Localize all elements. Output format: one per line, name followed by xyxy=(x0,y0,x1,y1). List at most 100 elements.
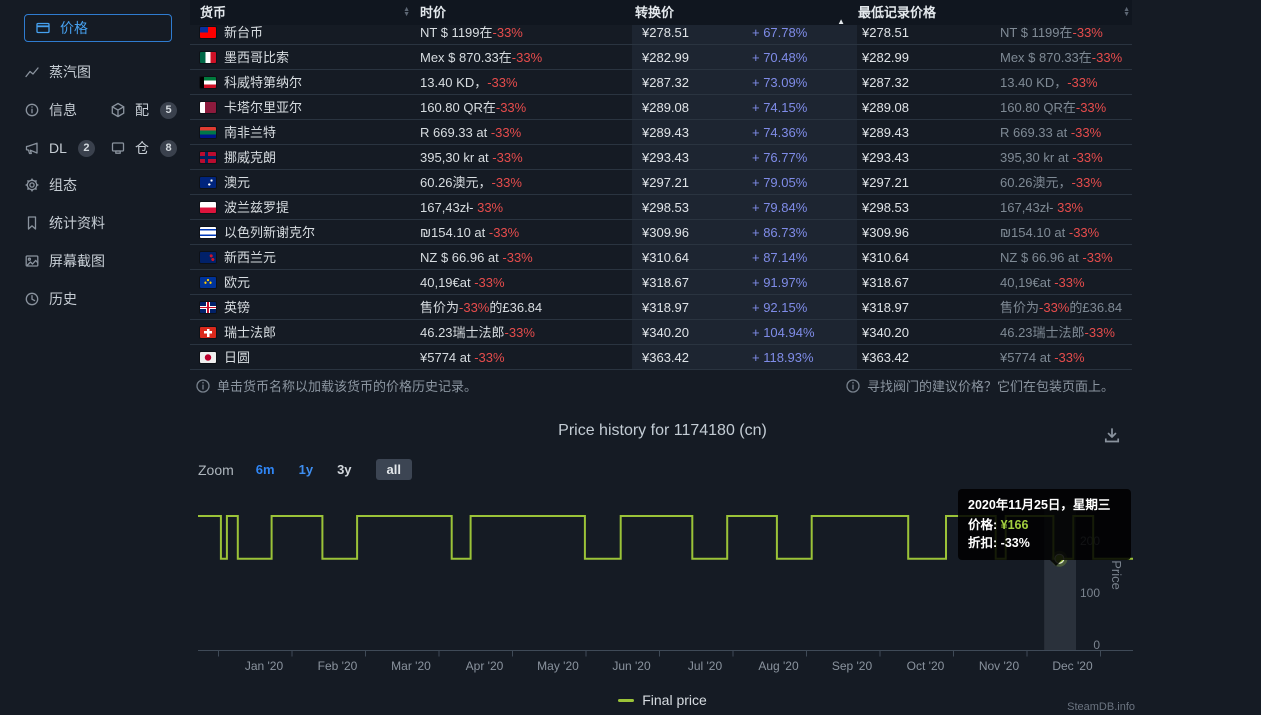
chart-legend[interactable]: Final price xyxy=(190,692,1135,708)
y-axis-title: Price xyxy=(1109,560,1124,590)
price-difference-pct: + 87.14% xyxy=(752,250,808,265)
flag-icon-israel xyxy=(200,227,216,238)
column-header[interactable]: 时价 xyxy=(420,0,620,25)
note-left-text: 单击货币名称以加载该货币的价格历史记录。 xyxy=(217,379,478,394)
count-badge: 8 xyxy=(160,139,177,157)
price-difference-pct: + 92.15% xyxy=(752,300,808,315)
chart-title: Price history for 1174180 (cn) xyxy=(558,422,767,439)
table-row: 欧元 40,19€at -33% ¥318.67 + 91.97% ¥318.6… xyxy=(190,270,1132,295)
sidebar-row: 价格 xyxy=(0,14,190,42)
sidebar-row: 组态 xyxy=(0,171,190,199)
zoom-option-6m[interactable]: 6m xyxy=(255,462,275,477)
y-axis-label: 100 xyxy=(1080,586,1100,600)
lowest-recorded-original: 395,30 kr at -33% xyxy=(1000,150,1103,165)
zoom-option-all[interactable]: all xyxy=(375,459,412,480)
x-axis-label: Aug '20 xyxy=(758,659,799,673)
image-icon xyxy=(25,255,39,267)
table-row: 以色列新谢克尔 ₪154.10 at -33% ¥309.96 + 86.73%… xyxy=(190,220,1132,245)
sorted-column-highlight xyxy=(632,195,857,219)
lowest-recorded-original: 40,19€at -33% xyxy=(1000,275,1085,290)
table-notes: 单击货币名称以加载该货币的价格历史记录。 寻找阀门的建议价格？它们在包装页面上。 xyxy=(190,376,1132,400)
sidebar-item-label: 统计资料 xyxy=(49,215,105,231)
sidebar-item-screenshots[interactable]: 屏幕截图 xyxy=(24,247,105,275)
lowest-recorded-price: ¥297.21 xyxy=(862,175,909,190)
currency-name-link[interactable]: 卡塔尔里亚尔 xyxy=(224,100,303,115)
currency-name-link[interactable]: 挪威克朗 xyxy=(224,150,277,165)
current-price: 167,43zł- 33% xyxy=(420,200,504,215)
sidebar-row: DL 2 仓 8 xyxy=(0,134,190,162)
sidebar-item-label: 仓 xyxy=(135,140,149,156)
table-body: 新台币 NT $ 1199在-33% ¥278.51 + 67.78% ¥278… xyxy=(190,20,1132,370)
currency-name-link[interactable]: 新西兰元 xyxy=(224,250,277,265)
currency-name-link[interactable]: 墨西哥比索 xyxy=(224,50,290,65)
table-row: 挪威克朗 395,30 kr at -33% ¥293.43 + 76.77% … xyxy=(190,145,1132,170)
flag-icon-qatar xyxy=(200,102,216,113)
x-axis-label: Apr '20 xyxy=(466,659,504,673)
sorted-column-highlight xyxy=(632,45,857,69)
current-price: 395,30 kr at -33% xyxy=(420,150,523,165)
price-history-section: Price history for 1174180 (cn) Zoom 6m 1y… xyxy=(190,405,1135,715)
sidebar-item-prices[interactable]: 价格 xyxy=(24,14,172,42)
note-right-text: 寻找阀门的建议价格？它们在包装页面上。 xyxy=(867,379,1115,394)
chart-line-icon xyxy=(25,67,39,78)
table-row: 澳元 60.26澳元，-33% ¥297.21 + 79.05% ¥297.21… xyxy=(190,170,1132,195)
column-header[interactable]: 货币 ▲ ▼ xyxy=(200,0,410,25)
info-circle-icon xyxy=(846,378,860,393)
lowest-recorded-price: ¥340.20 xyxy=(862,325,909,340)
currency-name-link[interactable]: 科威特第纳尔 xyxy=(224,75,303,90)
price-difference-pct: + 86.73% xyxy=(752,225,808,240)
tooltip-discount-value: -33% xyxy=(1000,536,1030,551)
sorted-column-highlight xyxy=(632,270,857,294)
currency-name-link[interactable]: 波兰兹罗提 xyxy=(224,200,290,215)
note-right: 寻找阀门的建议价格？它们在包装页面上。 xyxy=(845,376,1114,395)
column-header-label: 转换价 xyxy=(635,5,675,20)
zoom-option-3y[interactable]: 3y xyxy=(337,462,352,477)
sidebar-item-stats[interactable]: 统计资料 xyxy=(24,209,105,237)
table-row: 英镑 售价为-33%的£36.84 ¥318.97 + 92.15% ¥318.… xyxy=(190,295,1132,320)
table-row: 日圆 ¥5774 at -33% ¥363.42 + 118.93% ¥363.… xyxy=(190,345,1132,370)
column-header[interactable]: 转换价 ▲ xyxy=(635,0,845,26)
current-price: 160.80 QR在-33% xyxy=(420,100,527,115)
converted-price: ¥309.96 xyxy=(642,225,689,240)
legend-line-swatch xyxy=(618,698,635,702)
watermark: SteamDB.info xyxy=(1067,701,1135,713)
table-row: 科威特第纳尔 13.40 KD，-33% ¥287.32 + 73.09% ¥2… xyxy=(190,70,1132,95)
currency-name-link[interactable]: 欧元 xyxy=(224,275,251,290)
sidebar-row: 屏幕截图 xyxy=(0,247,190,275)
sidebar-item-history[interactable]: 历史 xyxy=(24,285,77,313)
flag-icon-kuwait xyxy=(200,77,216,88)
currency-name-link[interactable]: 南非兰特 xyxy=(224,125,277,140)
flag-icon-norway xyxy=(200,152,216,163)
currency-name-link[interactable]: 以色列新谢克尔 xyxy=(224,225,316,240)
currency-name-link[interactable]: 日圆 xyxy=(224,350,251,365)
flag-icon-taiwan xyxy=(200,27,216,38)
lowest-recorded-original: NT $ 1199在-33% xyxy=(1000,25,1103,40)
flag-icon-new-zealand xyxy=(200,252,216,263)
sidebar-item-charts[interactable]: 蒸汽图 xyxy=(24,58,91,86)
currency-name-link[interactable]: 英镑 xyxy=(224,300,251,315)
lowest-recorded-original: NZ $ 66.96 at -33% xyxy=(1000,250,1113,265)
currency-name-link[interactable]: 瑞士法郎 xyxy=(224,325,277,340)
converted-price: ¥318.67 xyxy=(642,275,689,290)
download-chart-icon[interactable] xyxy=(1103,426,1121,444)
zoom-option-1y[interactable]: 1y xyxy=(298,462,314,477)
sidebar-item-config[interactable]: 组态 xyxy=(24,171,77,199)
lowest-recorded-original: R 669.33 at -33% xyxy=(1000,125,1102,140)
depot-icon xyxy=(111,142,125,154)
currency-name-link[interactable]: 澳元 xyxy=(224,175,251,190)
info-icon xyxy=(25,103,39,117)
column-header[interactable]: 最低记录价格 ▲ ▼ xyxy=(858,0,1130,25)
sidebar-item-info[interactable]: 信息 xyxy=(24,96,77,124)
lowest-recorded-price: ¥318.67 xyxy=(862,275,909,290)
currency-name-link[interactable]: 新台币 xyxy=(224,25,264,40)
sidebar-item-label: 价格 xyxy=(60,20,88,36)
tooltip-date: 2020年11月25日，星期三 xyxy=(968,498,1111,512)
converted-price: ¥289.08 xyxy=(642,100,689,115)
sidebar-row: 统计资料 xyxy=(0,209,190,237)
converted-price: ¥289.43 xyxy=(642,125,689,140)
column-header-label: 货币 xyxy=(200,5,227,20)
sidebar-item-dlc[interactable]: DL 2 xyxy=(24,134,95,162)
